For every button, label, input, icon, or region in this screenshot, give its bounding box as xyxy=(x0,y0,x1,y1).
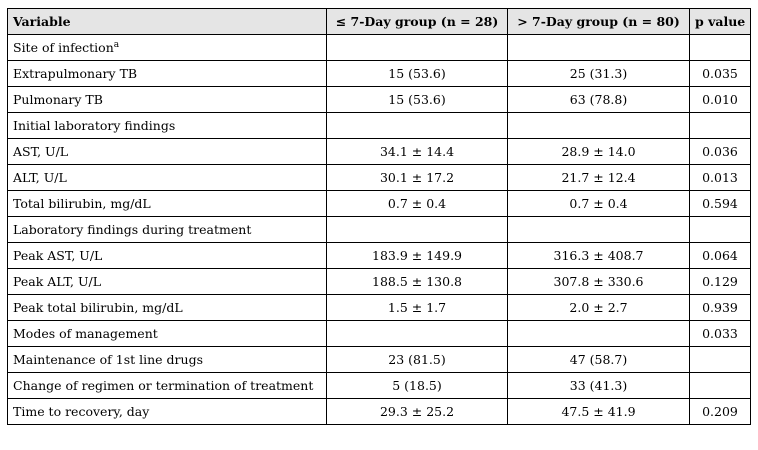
variable-label: Peak total bilirubin, mg/dL xyxy=(13,300,183,315)
cell-group-short: 15 (53.6) xyxy=(326,86,508,113)
cell-group-long: 63 (78.8) xyxy=(507,86,690,113)
cell-variable: Initial laboratory findings xyxy=(7,112,327,139)
cell-variable: Change of regimen or termination of trea… xyxy=(7,372,327,399)
table-row: Peak AST, U/L 183.9 ± 149.9 316.3 ± 408.7 0… xyxy=(7,242,751,269)
cell-group-long: 28.9 ± 14.0 xyxy=(507,138,690,165)
table-row: ALT, U/L 30.1 ± 17.2 21.7 ± 12.4 0.013 xyxy=(7,164,751,191)
cell-variable: Peak AST, U/L xyxy=(7,242,327,269)
header-group-long: > 7-Day group (n = 80) xyxy=(507,8,690,35)
cell-group-short xyxy=(326,112,508,139)
table-row: Initial laboratory findings xyxy=(7,112,751,139)
cell-group-long: 33 (41.3) xyxy=(507,372,690,399)
cell-p-value: 0.036 xyxy=(689,138,751,165)
cell-group-long: 47.5 ± 41.9 xyxy=(507,398,690,425)
variable-label: Laboratory findings during treatment xyxy=(13,222,252,237)
table-row: Extrapulmonary TB 15 (53.6) 25 (31.3) 0.035 xyxy=(7,60,751,87)
header-group-short: ≤ 7-Day group (n = 28) xyxy=(326,8,508,35)
cell-group-long xyxy=(507,320,690,347)
cell-group-long: 25 (31.3) xyxy=(507,60,690,87)
footnote-marker: a xyxy=(113,39,120,50)
cell-group-short: 0.7 ± 0.4 xyxy=(326,190,508,217)
table-row: Time to recovery, day 29.3 ± 25.2 47.5 ± 4… xyxy=(7,398,751,425)
cell-p-value xyxy=(689,216,751,243)
table-body: Site of infectiona Extrapulmonary TB 15 (5… xyxy=(7,34,751,425)
cell-group-long: 316.3 ± 408.7 xyxy=(507,242,690,269)
variable-label: Extrapulmonary TB xyxy=(13,66,138,81)
cell-group-short: 34.1 ± 14.4 xyxy=(326,138,508,165)
variable-label: Peak AST, U/L xyxy=(13,248,103,263)
variable-label: Pulmonary TB xyxy=(13,92,103,107)
cell-group-short: 188.5 ± 130.8 xyxy=(326,268,508,295)
table-row: Laboratory findings during treatment xyxy=(7,216,751,243)
cell-variable: Time to recovery, day xyxy=(7,398,327,425)
variable-label: Change of regimen or termination of trea… xyxy=(13,378,314,393)
table-row: Peak total bilirubin, mg/dL 1.5 ± 1.7 2.0 … xyxy=(7,294,751,321)
variable-label: Modes of management xyxy=(13,326,158,341)
cell-group-long xyxy=(507,112,690,139)
cell-p-value: 0.064 xyxy=(689,242,751,269)
variable-label: Total bilirubin, mg/dL xyxy=(13,196,151,211)
cell-p-value: 0.594 xyxy=(689,190,751,217)
cell-group-short: 15 (53.6) xyxy=(326,60,508,87)
cell-p-value: 0.129 xyxy=(689,268,751,295)
cell-p-value: 0.033 xyxy=(689,320,751,347)
cell-variable: Pulmonary TB xyxy=(7,86,327,113)
cell-group-short xyxy=(326,216,508,243)
header-variable: Variable xyxy=(7,8,327,35)
cell-p-value xyxy=(689,34,751,61)
table-row: Total bilirubin, mg/dL 0.7 ± 0.4 0.7 ± 0.4… xyxy=(7,190,751,217)
cell-group-long: 47 (58.7) xyxy=(507,346,690,373)
cell-group-short: 30.1 ± 17.2 xyxy=(326,164,508,191)
cell-p-value: 0.209 xyxy=(689,398,751,425)
cell-group-short: 5 (18.5) xyxy=(326,372,508,399)
table-row: Pulmonary TB 15 (53.6) 63 (78.8) 0.010 xyxy=(7,86,751,113)
table-row: AST, U/L 34.1 ± 14.4 28.9 ± 14.0 0.036 xyxy=(7,138,751,165)
variable-label: Maintenance of 1st line drugs xyxy=(13,352,203,367)
variable-label: Site of infection xyxy=(13,40,114,55)
cell-p-value: 0.939 xyxy=(689,294,751,321)
variable-label: AST, U/L xyxy=(13,144,69,159)
cell-variable: Site of infectiona xyxy=(7,34,327,61)
cell-group-long: 2.0 ± 2.7 xyxy=(507,294,690,321)
cell-group-long xyxy=(507,216,690,243)
variable-label: ALT, U/L xyxy=(13,170,67,185)
cell-variable: Maintenance of 1st line drugs xyxy=(7,346,327,373)
cell-variable: Modes of management xyxy=(7,320,327,347)
cell-p-value: 0.035 xyxy=(689,60,751,87)
cell-p-value xyxy=(689,372,751,399)
cell-variable: ALT, U/L xyxy=(7,164,327,191)
cell-group-short: 1.5 ± 1.7 xyxy=(326,294,508,321)
variable-label: Initial laboratory findings xyxy=(13,118,176,133)
cell-group-short xyxy=(326,320,508,347)
cell-variable: Peak ALT, U/L xyxy=(7,268,327,295)
cell-group-short: 183.9 ± 149.9 xyxy=(326,242,508,269)
table-row: Site of infectiona xyxy=(7,34,751,61)
cell-variable: Total bilirubin, mg/dL xyxy=(7,190,327,217)
cell-variable: Peak total bilirubin, mg/dL xyxy=(7,294,327,321)
cell-variable: AST, U/L xyxy=(7,138,327,165)
table-row: Change of regimen or termination of trea… xyxy=(7,372,751,399)
variable-label: Peak ALT, U/L xyxy=(13,274,102,289)
cell-group-short: 29.3 ± 25.2 xyxy=(326,398,508,425)
header-p-value: p value xyxy=(689,8,751,35)
cell-group-long xyxy=(507,34,690,61)
cell-p-value xyxy=(689,112,751,139)
cell-group-long: 0.7 ± 0.4 xyxy=(507,190,690,217)
table-row: Modes of management 0.033 xyxy=(7,320,751,347)
cell-p-value: 0.010 xyxy=(689,86,751,113)
cell-group-short: 23 (81.5) xyxy=(326,346,508,373)
data-table: Variable ≤ 7-Day group (n = 28) > 7-Day … xyxy=(7,8,751,425)
cell-group-short xyxy=(326,34,508,61)
cell-p-value xyxy=(689,346,751,373)
cell-group-long: 21.7 ± 12.4 xyxy=(507,164,690,191)
cell-p-value: 0.013 xyxy=(689,164,751,191)
cell-group-long: 307.8 ± 330.6 xyxy=(507,268,690,295)
variable-label: Time to recovery, day xyxy=(13,404,150,419)
cell-variable: Extrapulmonary TB xyxy=(7,60,327,87)
header-row: Variable ≤ 7-Day group (n = 28) > 7-Day … xyxy=(7,8,751,35)
table-row: Maintenance of 1st line drugs 23 (81.5) 47… xyxy=(7,346,751,373)
table-row: Peak ALT, U/L 188.5 ± 130.8 307.8 ± 330.6 0… xyxy=(7,268,751,295)
cell-variable: Laboratory findings during treatment xyxy=(7,216,327,243)
